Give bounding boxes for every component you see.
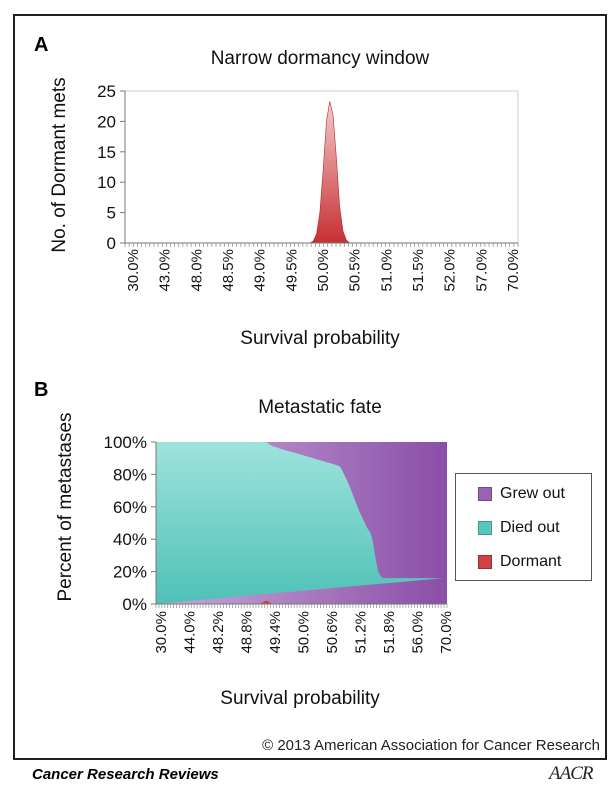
legend: Grew out Died out Dormant (455, 473, 592, 581)
chart-b-x-tick-label: 48.8% (239, 611, 256, 654)
legend-item-dormant: Dormant (478, 552, 561, 572)
chart-a-x-tick-label: 49.5% (283, 249, 300, 292)
legend-label-dormant: Dormant (500, 553, 562, 570)
aacr-logo: AACR (549, 763, 593, 784)
chart-a-y-tick-label: 25 (97, 82, 116, 101)
chart-b-x-tick-label: 56.0% (410, 611, 427, 654)
legend-label-died-out: Died out (500, 519, 560, 536)
chart-a-y-tick-label: 10 (97, 173, 116, 192)
chart-b-y-tick-label: 20% (113, 563, 147, 582)
chart-b-x-tick-label: 49.4% (267, 611, 284, 654)
chart-a-x-tick-label: 51.0% (378, 249, 395, 292)
chart-b-y-tick-label: 0% (122, 595, 147, 614)
chart-a-x-tick-label: 50.0% (315, 249, 332, 292)
chart-b-title: Metastatic fate (258, 397, 382, 418)
legend-item-grew-out: Grew out (478, 484, 565, 504)
legend-swatch-died-out (478, 521, 492, 535)
chart-a-title: Narrow dormancy window (210, 48, 430, 69)
panel-b-letter: B (34, 379, 49, 401)
chart-a-x-tick-label: 48.5% (220, 249, 237, 292)
chart-b-y-tick-label: 80% (113, 465, 147, 484)
chart-a-x-tick-label: 48.0% (188, 249, 205, 292)
chart-b-x-tick-label: 44.0% (182, 611, 199, 654)
chart-b-x-tick-label: 51.8% (381, 611, 398, 654)
chart-b-y-tick-label: 40% (113, 530, 147, 549)
chart-b-y-tick-label: 60% (113, 498, 147, 517)
chart-b-x-tick-label: 51.2% (353, 611, 370, 654)
chart-a-x-tick-label: 49.0% (252, 249, 269, 292)
legend-swatch-grew-out (478, 487, 492, 501)
chart-b-died-out-area (156, 442, 444, 604)
chart-a-x-tick-label: 30.0% (125, 249, 142, 292)
chart-a-x-tick-label: 57.0% (473, 249, 490, 292)
chart-b-x-tick-label: 70.0% (438, 611, 455, 654)
chart-a-y-tick-label: 0 (107, 234, 116, 253)
chart-a-x-tick-label: 50.5% (347, 249, 364, 292)
panel-a-letter: A (34, 34, 49, 56)
chart-a-x-tick-label: 52.0% (442, 249, 459, 292)
copyright-notice: © 2013 American Association for Cancer R… (262, 737, 600, 754)
chart-b-x-tick-label: 48.2% (210, 611, 227, 654)
chart-a-x-tick-label: 70.0% (505, 249, 522, 292)
chart-b-y-tick-label: 100% (104, 433, 147, 452)
legend-swatch-dormant (478, 555, 492, 569)
chart-a-y-tick-label: 15 (97, 143, 116, 162)
chart-a-y-tick-label: 5 (107, 204, 116, 223)
chart-b-x-tick-label: 50.0% (296, 611, 313, 654)
chart-b-x-tick-label: 30.0% (153, 611, 170, 654)
chart-a-xlabel: Survival probability (240, 328, 400, 349)
chart-a-x-tick-label: 51.5% (410, 249, 427, 292)
chart-b-xlabel: Survival probability (220, 688, 380, 709)
chart-a-x-tick-label: 43.0% (157, 249, 174, 292)
chart-b-x-tick-label: 50.6% (324, 611, 341, 654)
legend-label-grew-out: Grew out (500, 485, 565, 502)
journal-name: Cancer Research Reviews (32, 766, 219, 783)
legend-item-died-out: Died out (478, 518, 560, 538)
chart-a-y-tick-label: 20 (97, 112, 116, 131)
